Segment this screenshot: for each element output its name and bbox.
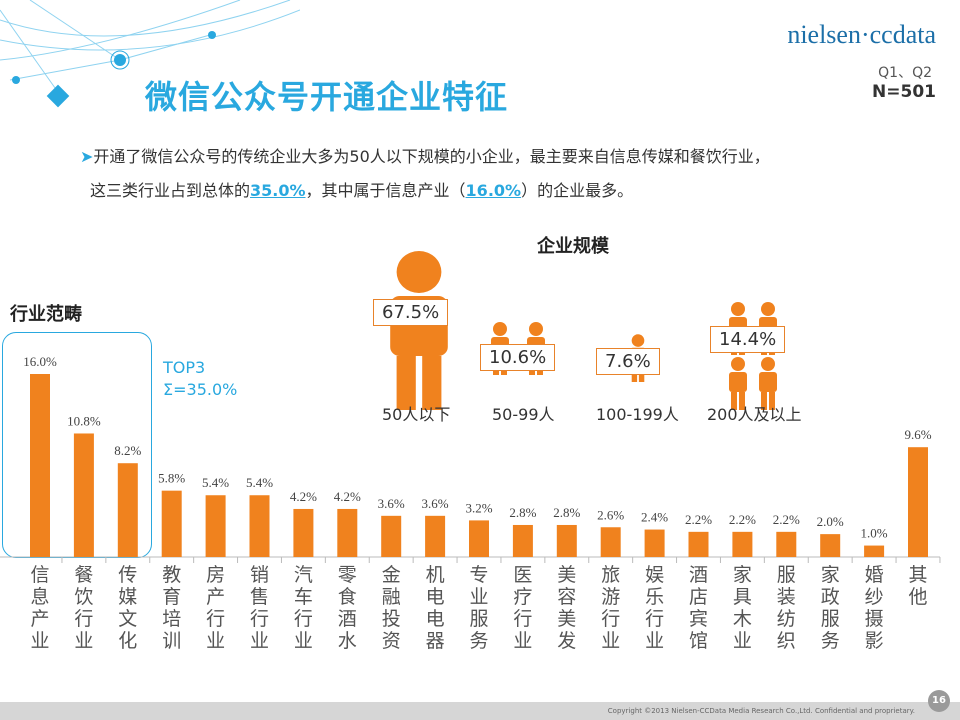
category-label: 家政服务	[821, 564, 840, 652]
category-label: 餐饮行业	[74, 564, 93, 652]
page-number: 16	[928, 690, 950, 712]
data-label: 10.8%	[67, 413, 101, 428]
data-label: 8.2%	[114, 443, 141, 458]
data-label: 2.2%	[773, 512, 800, 527]
data-label: 2.2%	[685, 512, 712, 527]
bar	[381, 515, 402, 557]
data-label: 5.4%	[246, 475, 273, 490]
size-section-title: 企业规模	[537, 236, 609, 257]
size-value: 7.6%	[596, 348, 660, 375]
summary-text: ）的企业最多。	[521, 181, 634, 200]
summary-text: 开通了微信公众号的传统企业大多为50人以下规模的小企业，最主要来自信息传媒和餐饮…	[93, 147, 770, 166]
category-label: 信息产业	[30, 564, 49, 652]
data-label: 2.0%	[817, 514, 844, 529]
data-label: 1.0%	[861, 526, 888, 541]
bar	[688, 531, 709, 557]
category-label: 汽车行业	[294, 564, 313, 652]
size-label: 50人以下	[382, 405, 451, 424]
size-value: 10.6%	[480, 344, 556, 371]
top3-label: TOP3	[163, 358, 206, 377]
bar	[644, 529, 665, 557]
bar	[469, 520, 489, 557]
top3-sum: Σ=35.0%	[163, 380, 238, 399]
bar	[820, 534, 841, 557]
bar	[864, 545, 885, 557]
category-label: 金融投资	[382, 564, 401, 652]
data-label: 4.2%	[334, 489, 361, 504]
bar	[30, 374, 50, 557]
category-label: 机电电器	[426, 564, 445, 652]
arrow-bullet-icon: ➤	[80, 147, 94, 166]
category-label: 医疗行业	[513, 564, 532, 652]
category-label: 酒店宾馆	[689, 564, 708, 652]
summary-text: ，其中属于信息产业（	[305, 181, 466, 200]
data-label: 3.6%	[422, 496, 449, 511]
bar	[425, 515, 446, 557]
data-label: 16.0%	[23, 354, 57, 369]
category-label: 销售行业	[250, 564, 269, 652]
bar	[512, 524, 533, 557]
decorative-network-graphic	[0, 0, 300, 108]
data-label: 9.6%	[904, 427, 931, 442]
category-label: 旅游行业	[601, 564, 620, 652]
data-label: 2.4%	[641, 510, 668, 525]
footer-bar	[0, 702, 960, 720]
category-label: 专业服务	[469, 564, 488, 652]
sample-size: N=501	[872, 82, 936, 102]
period-label: Q1、Q2	[878, 65, 932, 81]
summary-line-1: ➤开通了微信公众号的传统企业大多为50人以下规模的小企业，最主要来自信息传媒和餐…	[80, 143, 770, 167]
page-title: 微信公众号开通企业特征	[145, 78, 509, 116]
summary-line-2: 这三类行业占到总体的35.0%，其中属于信息产业（16.0%）的企业最多。	[90, 177, 633, 201]
industry-section-title: 行业范畴	[10, 304, 82, 325]
size-value: 14.4%	[710, 326, 786, 353]
category-label: 其他	[908, 564, 927, 608]
bar	[776, 531, 797, 557]
industry-bar-chart: 16.0% 信息产业 10.8% 餐饮行业 8.2% 传媒文化 5.8% 教育培训 5.4% 房产…	[0, 354, 941, 652]
category-label: 零食酒水	[338, 564, 357, 652]
category-label: 婚纱摄影	[865, 564, 884, 652]
data-label: 2.8%	[553, 505, 580, 520]
category-label: 教育培训	[162, 564, 181, 652]
category-label: 美容美发	[557, 564, 576, 652]
category-label: 娱乐行业	[645, 564, 664, 652]
bar	[600, 527, 621, 557]
data-label: 2.2%	[729, 512, 756, 527]
bar	[249, 495, 270, 557]
category-label: 家具木业	[733, 564, 752, 652]
category-label: 传媒文化	[118, 564, 137, 652]
data-label: 2.6%	[597, 507, 624, 522]
size-label: 50-99人	[492, 405, 555, 424]
top3-annotation: TOP3 Σ=35.0%	[163, 357, 237, 401]
bar	[908, 447, 928, 557]
bar	[293, 508, 314, 557]
data-label: 3.2%	[465, 500, 492, 515]
data-label: 5.4%	[202, 475, 229, 490]
category-label: 服装纺织	[777, 564, 796, 652]
highlight-value: 35.0%	[250, 181, 306, 200]
bar	[337, 508, 358, 557]
size-label: 200人及以上	[707, 405, 802, 424]
bar	[732, 531, 753, 557]
size-label: 100-199人	[596, 405, 679, 424]
summary-text: 这三类行业占到总体的	[90, 181, 251, 200]
nielsen-ccdata-logo: nielsen·ccdata	[787, 20, 936, 49]
data-label: 3.6%	[378, 496, 405, 511]
category-label: 房产行业	[206, 564, 225, 652]
copyright: Copyright ©2013 Nielsen-CCData Media Res…	[607, 707, 915, 715]
bar	[73, 433, 94, 557]
data-label: 4.2%	[290, 489, 317, 504]
data-label: 5.8%	[158, 471, 185, 486]
bar	[117, 463, 138, 557]
highlight-value: 16.0%	[465, 181, 522, 200]
bar	[556, 524, 577, 557]
data-label: 2.8%	[509, 505, 536, 520]
bar	[205, 495, 226, 557]
bar	[161, 490, 182, 557]
size-value: 67.5%	[373, 299, 449, 326]
